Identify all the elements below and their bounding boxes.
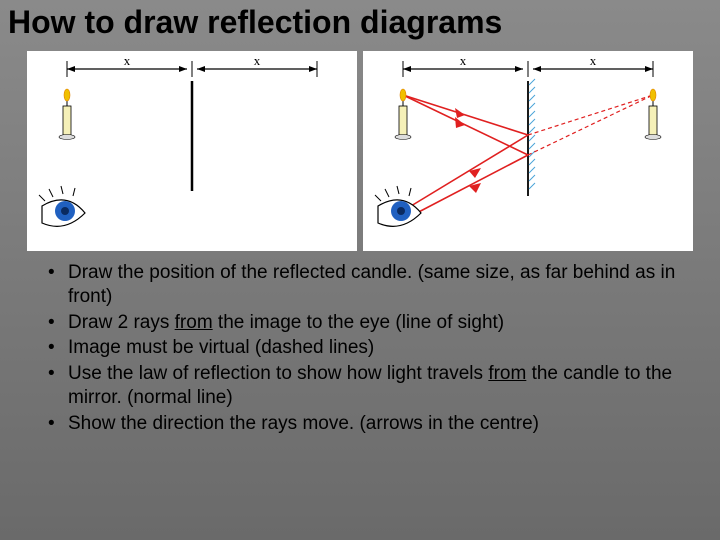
bullet-list: Draw the position of the reflected candl… [40, 261, 680, 435]
slide-title: How to draw reflection diagrams [0, 0, 720, 43]
bullet-item: Draw the position of the reflected candl… [40, 261, 680, 309]
distance-arrows: x x [67, 53, 317, 77]
eye-icon [39, 186, 85, 226]
diagram-right: x x [363, 51, 693, 251]
candle-object [59, 89, 75, 140]
distance-arrows: x x [403, 53, 653, 77]
bullet-item: Image must be virtual (dashed lines) [40, 336, 680, 360]
diagram-left-svg: x x [27, 51, 357, 251]
bullet-item: Use the law of reflection to show how li… [40, 362, 680, 410]
eye-icon [375, 186, 421, 226]
diagram-right-svg: x x [363, 51, 693, 251]
bullet-item: Draw 2 rays from the image to the eye (l… [40, 311, 680, 335]
candle-image [645, 89, 661, 140]
diagram-left: x x [27, 51, 357, 251]
mirror [528, 79, 535, 196]
svg-text:x: x [460, 53, 467, 68]
svg-text:x: x [590, 53, 597, 68]
distance-label-right: x [254, 53, 261, 68]
distance-label-left: x [124, 53, 131, 68]
diagram-row: x x [30, 51, 690, 251]
bullet-item: Show the direction the rays move. (arrow… [40, 412, 680, 436]
